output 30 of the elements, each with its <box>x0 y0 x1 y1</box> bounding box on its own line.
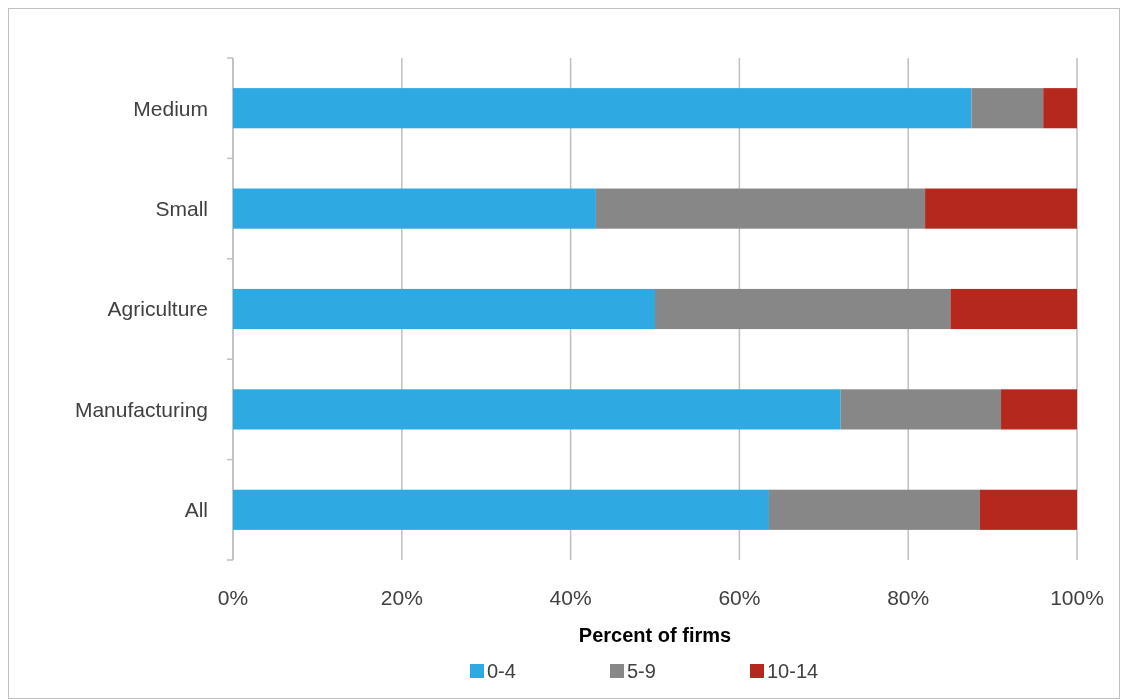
x-tick-label: 60% <box>718 586 761 609</box>
bar <box>1001 389 1077 430</box>
y-tick-label: Agriculture <box>107 297 208 321</box>
x-tick-label: 40% <box>549 586 592 609</box>
legend-label: 0-4 <box>487 660 516 682</box>
bar <box>950 288 1077 330</box>
x-tick-label: 0% <box>217 586 249 609</box>
bar <box>925 188 1077 229</box>
bar <box>233 88 972 129</box>
x-tick-label: 100% <box>1050 586 1104 609</box>
bar <box>233 288 655 330</box>
x-tick-label: 80% <box>887 586 930 609</box>
x-axis-title: Percent of firms <box>578 624 732 646</box>
bar <box>655 288 951 330</box>
legend-label: 5-9 <box>627 660 656 682</box>
bar <box>233 489 769 530</box>
x-tick-label: 20% <box>380 586 423 609</box>
bar <box>840 389 1002 430</box>
bar <box>595 188 926 229</box>
bar <box>979 489 1077 530</box>
y-tick-label: Manufacturing <box>74 397 208 421</box>
legend-label: 10-14 <box>767 660 819 682</box>
y-tick-label: Medium <box>133 96 208 120</box>
bar <box>233 389 841 430</box>
bar <box>971 88 1044 129</box>
y-tick-label: All <box>184 498 208 522</box>
bar <box>233 188 596 229</box>
bar <box>768 489 980 530</box>
y-tick-label: Small <box>155 196 208 220</box>
bar <box>1043 88 1077 129</box>
